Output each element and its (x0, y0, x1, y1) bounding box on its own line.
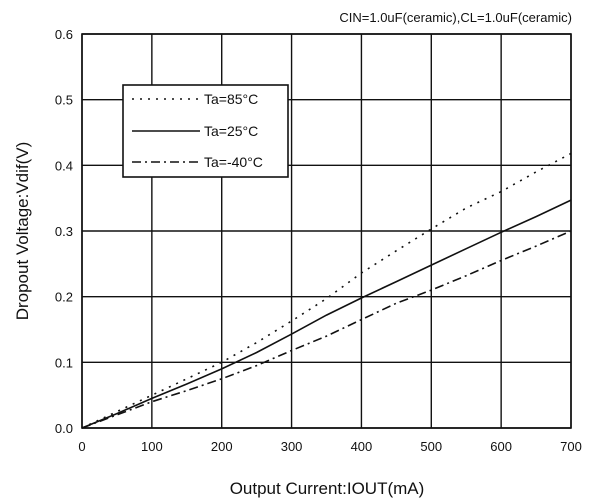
y-tick-label: 0.5 (55, 93, 73, 108)
x-tick-label: 400 (351, 439, 373, 454)
x-tick-label: 300 (281, 439, 303, 454)
legend-box (122, 84, 289, 178)
legend-label: Ta=85°C (204, 91, 258, 107)
x-tick-label: 600 (490, 439, 512, 454)
legend-label: Ta=25°C (204, 123, 258, 139)
series-line-0 (81, 152, 572, 429)
y-tick-label: 0.6 (55, 27, 73, 42)
y-tick-label: 0.4 (55, 158, 73, 173)
series-layer (81, 152, 572, 429)
x-tick-label: 0 (78, 439, 85, 454)
tick-labels: 0 100 200 300 400 500 600 700 0.0 0.1 0.2 0.3 0.4 0.5… (55, 27, 582, 454)
legend-label: Ta=-40°C (204, 154, 263, 170)
y-tick-label: 0.3 (55, 224, 73, 239)
grid (81, 33, 572, 429)
x-tick-label: 500 (420, 439, 442, 454)
x-axis-label: Output Current:IOUT(mA) (230, 479, 425, 498)
x-tick-label: 200 (211, 439, 233, 454)
y-axis-label: Dropout Voltage:Vdif(V) (13, 142, 32, 321)
x-tick-label: 700 (560, 439, 582, 454)
legend-items: Ta=85°C Ta=25°C Ta=-40°C (132, 91, 263, 170)
series-line-1 (81, 199, 572, 429)
legend: Ta=85°C Ta=25°C Ta=-40°C (122, 84, 289, 178)
series-line-2 (81, 230, 572, 429)
y-tick-label: 0.1 (55, 355, 73, 370)
y-tick-label: 0.0 (55, 421, 73, 436)
chart-title: CIN=1.0uF(ceramic),CL=1.0uF(ceramic) (339, 10, 572, 25)
y-tick-label: 0.2 (55, 290, 73, 305)
x-tick-label: 100 (141, 439, 163, 454)
